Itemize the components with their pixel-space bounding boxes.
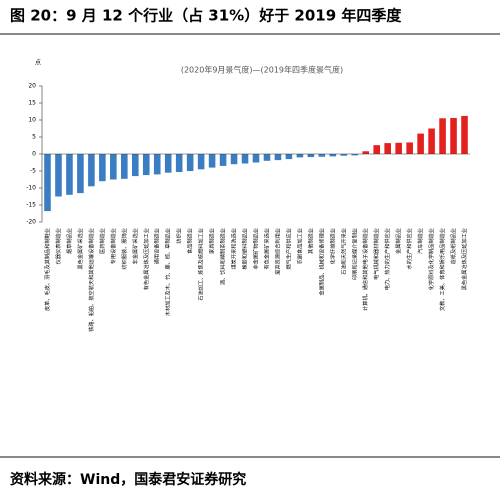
bar [110, 154, 117, 180]
x-tick-label: 食品制造业 [186, 228, 194, 254]
y-tick-label: -5 [30, 168, 36, 175]
x-tick-label: 酒、饮料和精制茶制造业 [219, 228, 227, 285]
bar [296, 154, 304, 158]
x-tick-label: 仪器仪表制造业 [54, 228, 62, 264]
bar [197, 154, 205, 170]
bar [274, 154, 282, 161]
bar [461, 115, 468, 154]
bar [208, 154, 216, 168]
y-tick-label: 5 [32, 134, 36, 141]
y-tick-label: 0 [32, 151, 36, 158]
bar [186, 154, 194, 171]
x-tick-label: 文教、工美、体育和娱乐用品制造业 [438, 228, 446, 311]
x-tick-label: 非金属矿物制品业 [252, 228, 260, 270]
x-tick-label: 皮革、毛皮、羽毛及其制品和制鞋业 [43, 228, 51, 311]
bar [230, 154, 238, 165]
x-tick-label: 黑色金属冶炼及压延加工业 [460, 228, 468, 290]
x-tick-label: 造纸及纸制品业 [449, 228, 457, 264]
bar [417, 133, 424, 154]
y-axis-label: 点 [35, 59, 41, 67]
bar [241, 154, 249, 164]
bar [142, 154, 150, 176]
bar [373, 145, 381, 154]
x-tick-label: 黑色金属矿采选业 [76, 228, 84, 270]
bar [99, 154, 106, 182]
x-tick-label: 铁路、船舶、航空航天和其他运输设备制造业 [87, 228, 95, 332]
source-note: 资料来源：Wind，国泰君安证券研究 [10, 471, 246, 488]
bar [340, 154, 348, 156]
x-tick-label: 化学原料及化学制品制造业 [427, 228, 435, 290]
x-tick-label: 计算机、通信和其他电子设备制造业 [361, 228, 369, 311]
bar [384, 143, 391, 154]
bar [439, 118, 446, 154]
x-tick-label: 有色金属冶炼及压延加工业 [142, 228, 150, 290]
y-tick-label: 15 [28, 100, 36, 107]
x-tick-label: 农副食品加工业 [295, 228, 303, 264]
x-tick-label: 其他制造业 [306, 228, 314, 254]
x-tick-label: 水的生产和供应业 [405, 228, 413, 270]
x-tick-label: 汽车制造业 [416, 228, 424, 254]
figure-title: 图 20：9 月 12 个行业（占 31%）好于 2019 年四季度 [10, 7, 402, 25]
x-tick-label: 专用设备制造业 [109, 228, 117, 264]
bar [428, 128, 435, 154]
y-tick-label: -10 [26, 185, 36, 192]
x-tick-label: 非金属矿采选业 [131, 228, 139, 264]
bar [329, 154, 337, 157]
y-tick-label: -15 [26, 202, 36, 209]
bar [153, 154, 161, 175]
bar [263, 154, 271, 161]
bar [44, 154, 51, 212]
y-tick-label: 10 [28, 117, 36, 124]
bar [252, 154, 260, 163]
x-tick-label: 有色金属矿采选业 [262, 228, 270, 270]
x-tick-label: 燃气生产和供应业 [284, 228, 292, 270]
bar [351, 154, 359, 156]
bar [395, 142, 402, 154]
bar [175, 154, 183, 173]
bar [66, 154, 73, 195]
bar [318, 154, 326, 157]
x-tick-label: 化学纤维制造业 [328, 228, 336, 264]
bar [55, 154, 62, 197]
bar [219, 154, 227, 166]
x-tick-label: 橡胶和塑料制品业 [241, 228, 249, 270]
x-tick-label: 纺织服装、服饰业 [120, 228, 128, 270]
bar [307, 154, 315, 158]
x-tick-label: 印刷和记录媒介复制业 [350, 228, 358, 280]
bar [131, 154, 139, 177]
chart-subtitle: (2020年9月景气度)—(2019年四季度景气度) [181, 65, 343, 75]
x-tick-label: 医药制造业 [98, 228, 106, 254]
bar [121, 154, 128, 179]
x-tick-label: 煤炭开采和洗选业 [230, 228, 238, 270]
x-tick-label: 木材加工及木、竹、藤、棕、草制品业 [164, 228, 172, 316]
bar [285, 154, 293, 160]
x-tick-label: 家具制造业 [208, 228, 216, 254]
x-tick-label: 电气机械和器材制造业 [372, 228, 380, 280]
x-tick-label: 石油和天然气开采业 [339, 228, 347, 275]
x-tick-label: 通用设备制造业 [153, 228, 161, 264]
y-tick-label: -20 [26, 219, 36, 226]
x-tick-label: 废弃资源综合利用业 [273, 228, 281, 275]
x-tick-label: 金属制品业 [394, 228, 402, 254]
x-tick-label: 电力、热力的生产和供应业 [383, 228, 391, 290]
bar [450, 117, 457, 154]
bar [406, 142, 413, 154]
bar [362, 151, 370, 154]
bar [164, 154, 172, 173]
y-tick-label: 20 [28, 83, 36, 90]
bar [77, 154, 84, 194]
x-tick-label: 金属制品、机械和设备修理业 [317, 228, 325, 295]
bar [88, 154, 95, 187]
x-tick-label: 烟草制品业 [65, 228, 73, 254]
x-tick-label: 纺织业 [175, 228, 183, 244]
x-tick-label: 石油加工、炼焦及核燃料加工业 [197, 228, 205, 301]
